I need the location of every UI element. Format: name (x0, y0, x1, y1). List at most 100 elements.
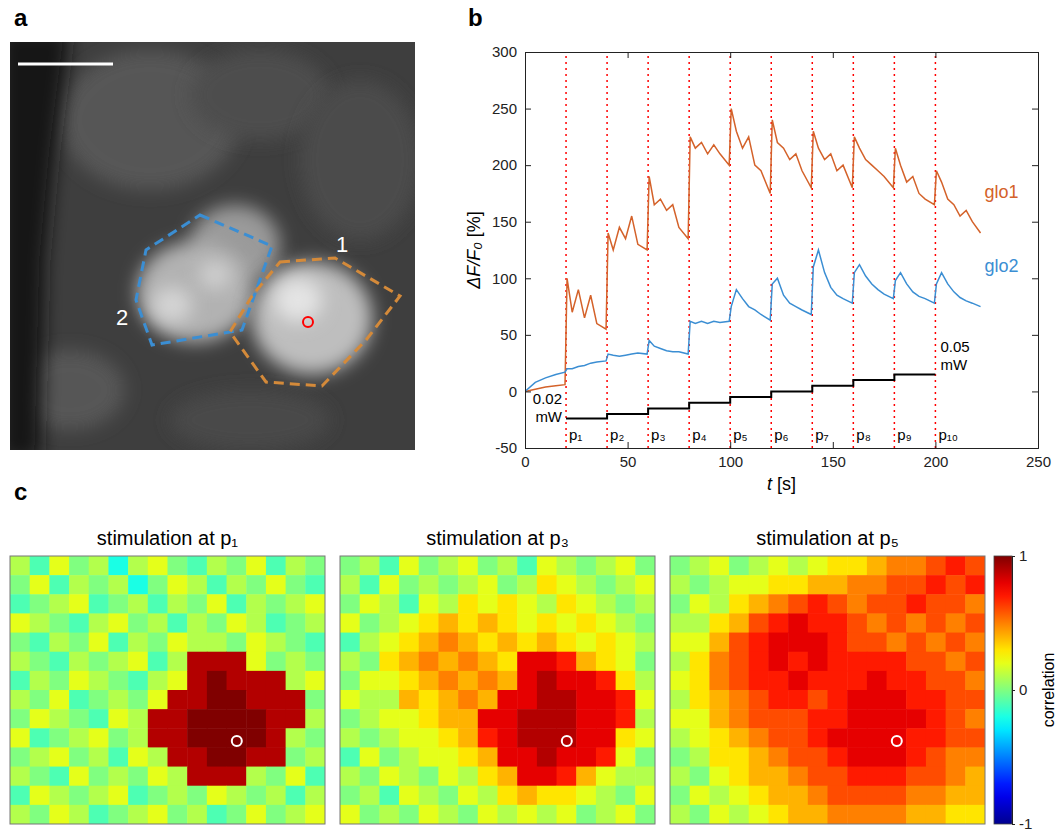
heatmap-cell (10, 747, 30, 767)
heatmap-cell (108, 767, 128, 787)
colorbar-axis: -101 (1012, 547, 1032, 832)
heatmap (10, 556, 325, 824)
heatmap-cell (847, 786, 867, 806)
heatmap-cell (399, 671, 419, 691)
heatmap-cell (690, 709, 710, 729)
heatmap-cell (926, 805, 946, 824)
heatmap-cell (266, 767, 286, 787)
y-right-tick (1032, 109, 1038, 110)
heatmap-cell (438, 652, 458, 672)
heatmap-cell (537, 690, 557, 710)
heatmap-cell (89, 671, 109, 691)
power-annotation: 0.02mW (533, 390, 563, 425)
heatmap-cell (670, 786, 690, 806)
heatmap-cell (867, 767, 887, 787)
y-tick: 250 (492, 100, 531, 117)
stimulus-label: p₂ (610, 426, 624, 443)
x-tick-label: 50 (620, 453, 637, 470)
heatmap-cell (128, 690, 148, 710)
heatmap-cell (828, 767, 848, 787)
heatmap-cell (906, 805, 926, 824)
y-tick-mark (525, 391, 531, 392)
power-annotation: 0.05mW (940, 338, 969, 373)
heatmap-cell (867, 786, 887, 806)
x-top-tick-mark (935, 52, 936, 58)
heatmap-cell (537, 671, 557, 691)
y-right-tick-mark (1032, 165, 1038, 166)
heatmap-cell (635, 575, 655, 595)
x-tick: 100 (718, 442, 743, 470)
heatmap-cell (729, 652, 749, 672)
heatmap-cell (89, 728, 109, 748)
heatmap-cell (227, 709, 247, 729)
heatmap-cell (965, 575, 985, 595)
heatmap-cell (246, 652, 266, 672)
y-tick-mark (525, 52, 531, 53)
stimulus-label: p₈ (856, 426, 871, 443)
heatmap-cell (148, 671, 168, 691)
heatmap-cell (906, 747, 926, 767)
y-right-tick-mark (1032, 335, 1038, 336)
y-axis-right (1032, 53, 1039, 449)
y-tick-label: -50 (495, 439, 517, 456)
heatmap-cell (148, 690, 168, 710)
heatmap-cell (458, 575, 478, 595)
glomerulus-outline (136, 215, 272, 345)
heatmap-cell (305, 652, 325, 672)
x-axis-title: t [s] (767, 474, 796, 494)
heatmap-cell (227, 556, 247, 576)
heatmap-cell (517, 556, 537, 576)
heatmap-cell (266, 786, 286, 806)
heatmap-cell (438, 575, 458, 595)
heatmap-cell (399, 709, 419, 729)
x-tick-label: 100 (718, 453, 743, 470)
heatmap-cell (30, 594, 50, 614)
heatmap-cell (729, 613, 749, 633)
heatmap-cell (768, 690, 788, 710)
heatmap-cell (596, 556, 616, 576)
heatmap-cell (887, 690, 907, 710)
heatmap-cell (926, 633, 946, 653)
heatmap-cell (926, 728, 946, 748)
heatmap-cell (498, 786, 518, 806)
x-tick-label: 150 (821, 453, 846, 470)
heatmap-cell (596, 613, 616, 633)
colorbar-tick-label: 1 (1019, 547, 1027, 564)
heatmap-cell (616, 594, 636, 614)
heatmap-cell (576, 594, 596, 614)
heatmap-cell (670, 690, 690, 710)
x-top-tick (935, 52, 936, 58)
heatmap-cell (305, 747, 325, 767)
heatmap-cell (847, 709, 867, 729)
heatmap-cell (10, 613, 30, 633)
heatmap-cell (419, 671, 439, 691)
heatmap-cell (286, 613, 306, 633)
heatmap-cell (49, 613, 69, 633)
heatmap-cell (670, 556, 690, 576)
heatmap-cell (557, 671, 577, 691)
heatmap-cell (379, 786, 399, 806)
heatmap-cell (246, 613, 266, 633)
heatmap-cell (788, 575, 808, 595)
heatmap-cell (187, 690, 207, 710)
heatmap-cell (305, 728, 325, 748)
heatmap-cell (305, 786, 325, 806)
colorbar-axis-line (1013, 557, 1016, 825)
stimulation-spot (562, 736, 572, 746)
heatmap-cell (616, 613, 636, 633)
colorbar-tick-label: -1 (1019, 815, 1032, 832)
heatmap-cell (438, 556, 458, 576)
heatmap-cell (557, 575, 577, 595)
power-step-line (566, 374, 935, 418)
heatmap-cell (709, 556, 729, 576)
heatmap-cell (670, 652, 690, 672)
heatmap-cell (10, 594, 30, 614)
colorbar-tick: 1 (1012, 547, 1027, 564)
panel-c: stimulation at p₁stimulation at p₃stimul… (10, 527, 1057, 832)
heatmap-cell (419, 709, 439, 729)
heatmap-cell (788, 786, 808, 806)
stimulation-spot (232, 736, 242, 746)
heatmap-cell (340, 594, 360, 614)
heatmap-cell (729, 786, 749, 806)
heatmap-cell (847, 747, 867, 767)
